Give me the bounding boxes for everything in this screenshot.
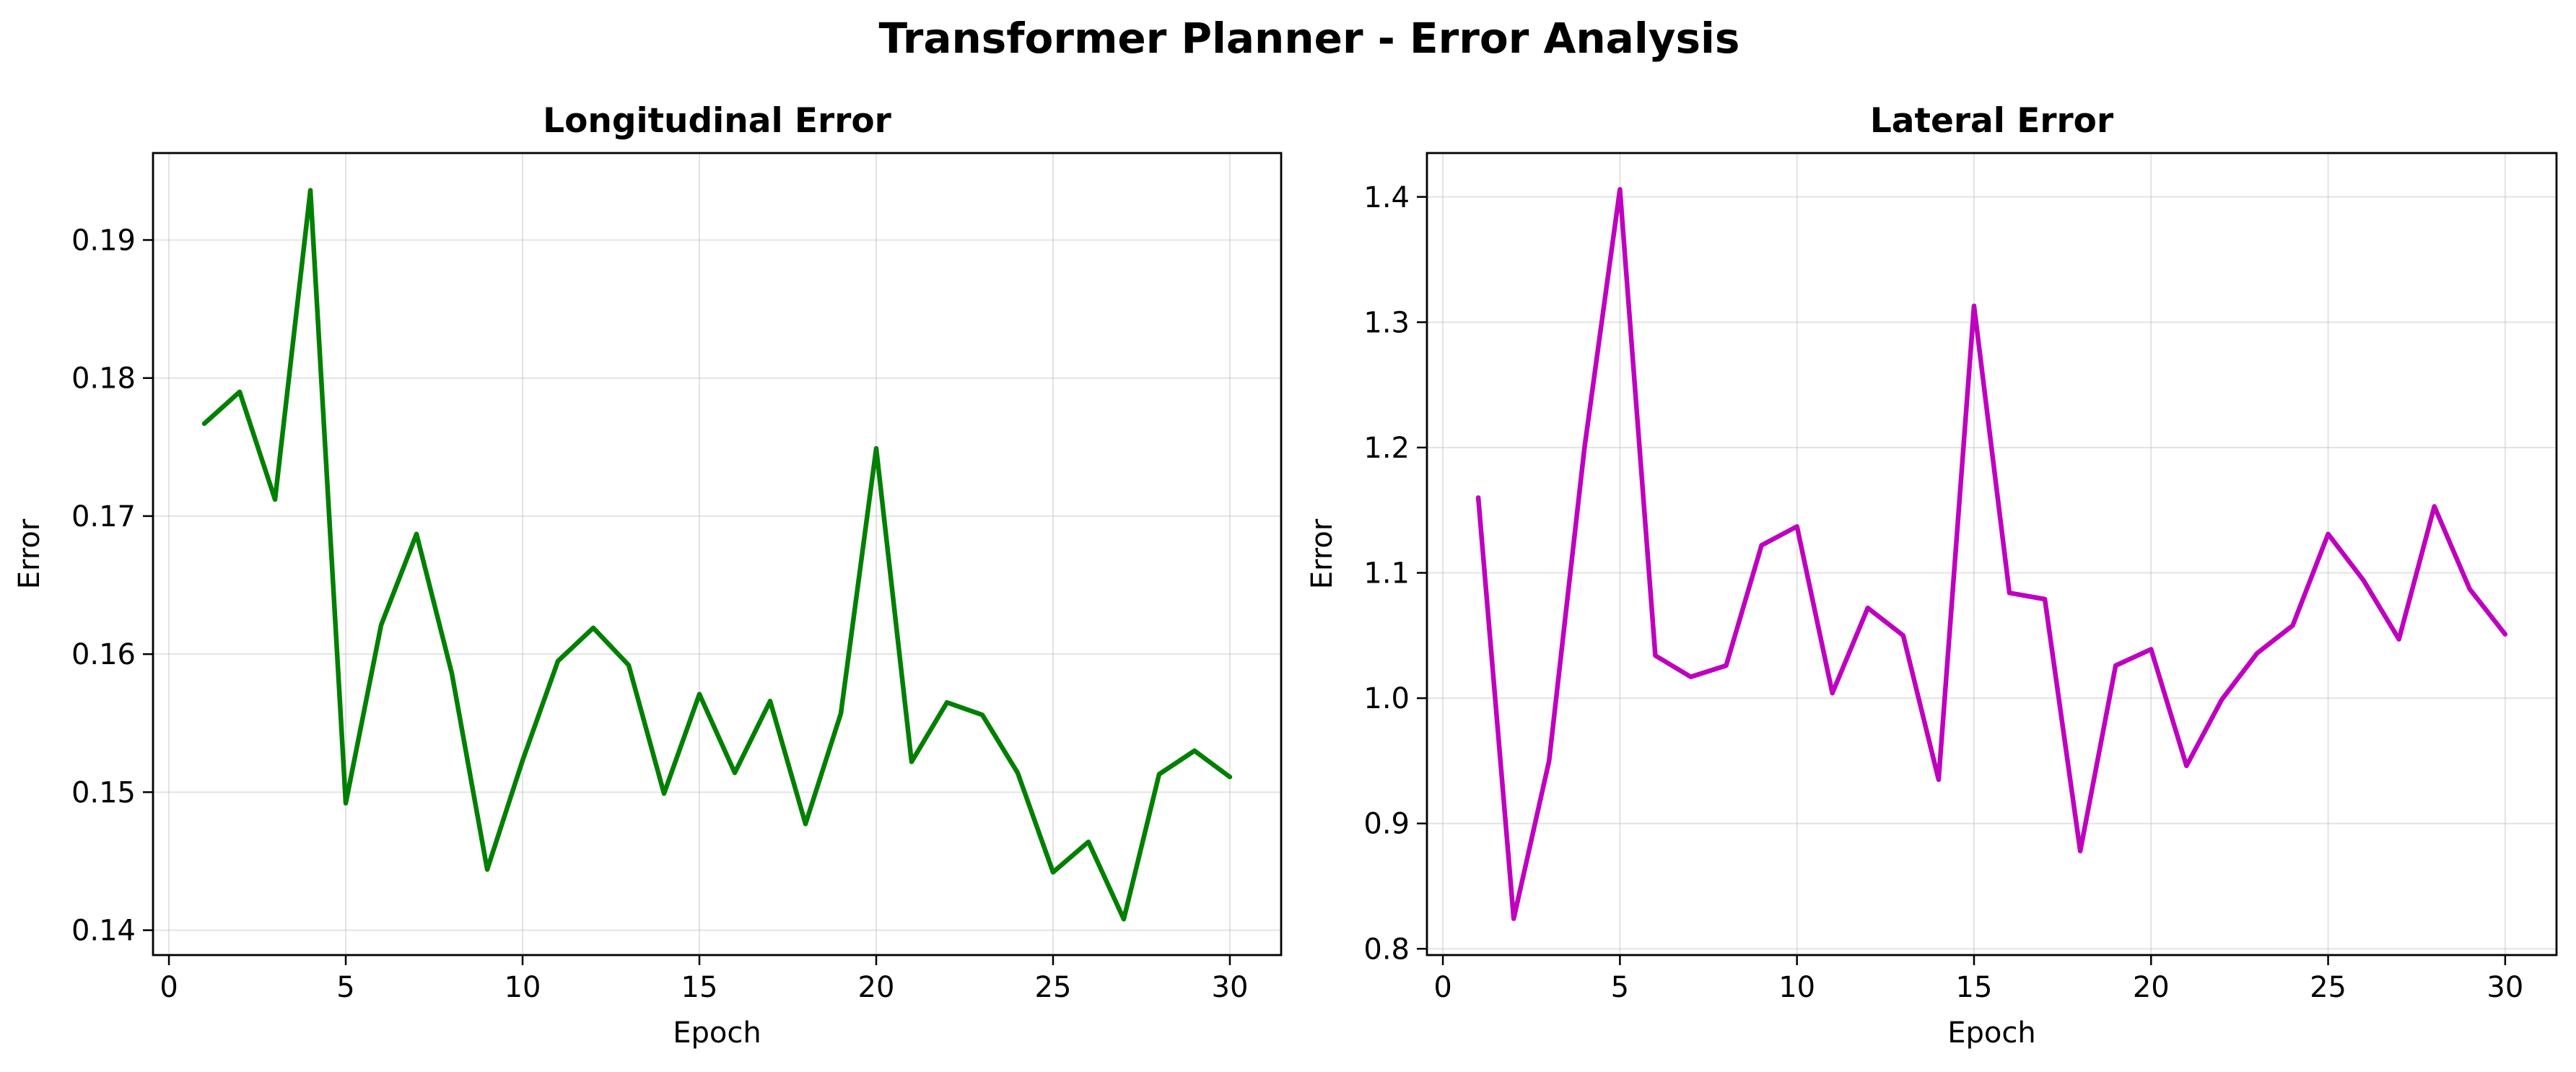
chart-panel-2: 0 5 10 15 20 25 30 0.8 0.9 1.0 1.1 1.2 1.3 1.4 Lateral… [1306, 101, 2558, 1050]
y-axis-label: Error [13, 518, 46, 589]
y-tick-label: 0.14 [71, 915, 136, 948]
plot-frame [1425, 152, 2558, 956]
y-tick-label: 0.19 [71, 224, 136, 257]
x-tick-label: 30 [2487, 971, 2523, 1004]
x-tick-label: 15 [1956, 971, 1993, 1004]
chart-panel-1: 0 5 10 15 20 25 30 0.14 0.15 0.16 0.17 0.18 0.19 Long… [13, 101, 1283, 1050]
x-tick-label: 30 [1212, 971, 1249, 1004]
plot-frame [152, 152, 1283, 956]
y-axis-label: Error [1306, 518, 1339, 589]
x-tick-label: 5 [1611, 971, 1629, 1004]
y-tick-label: 1.4 [1363, 181, 1410, 214]
y-tick-label: 1.2 [1363, 432, 1410, 465]
chart-title: Lateral Error [1870, 101, 2114, 141]
x-tick-label: 20 [2133, 971, 2170, 1004]
series-line [1475, 187, 2508, 921]
x-tick-label: 25 [2310, 971, 2346, 1004]
x-tick-label: 10 [1778, 971, 1815, 1004]
x-tick-label: 25 [1035, 971, 1072, 1004]
y-tick-label: 0.8 [1363, 933, 1410, 966]
y-tick-label: 0.15 [71, 776, 136, 809]
y-tick-label: 1.0 [1363, 682, 1410, 715]
x-tick-label: 0 [160, 971, 178, 1004]
x-axis-label: Epoch [1947, 1016, 2035, 1050]
x-tick-label: 20 [858, 971, 895, 1004]
y-tick-label: 0.17 [71, 500, 136, 533]
y-tick-label: 1.3 [1363, 306, 1410, 339]
y-tick-label: 0.16 [71, 638, 136, 671]
x-tick-label: 10 [505, 971, 541, 1004]
series-line [201, 188, 1233, 922]
figure-title: Transformer Planner - Error Analysis [879, 14, 1740, 63]
x-tick-label: 15 [681, 971, 718, 1004]
y-tick-label: 0.9 [1363, 808, 1410, 841]
x-tick-label: 0 [1433, 971, 1451, 1004]
x-axis-label: Epoch [673, 1016, 761, 1050]
y-tick-label: 1.1 [1363, 557, 1410, 591]
chart-title: Longitudinal Error [543, 101, 892, 141]
x-tick-label: 5 [336, 971, 354, 1004]
y-tick-label: 0.18 [71, 362, 136, 396]
